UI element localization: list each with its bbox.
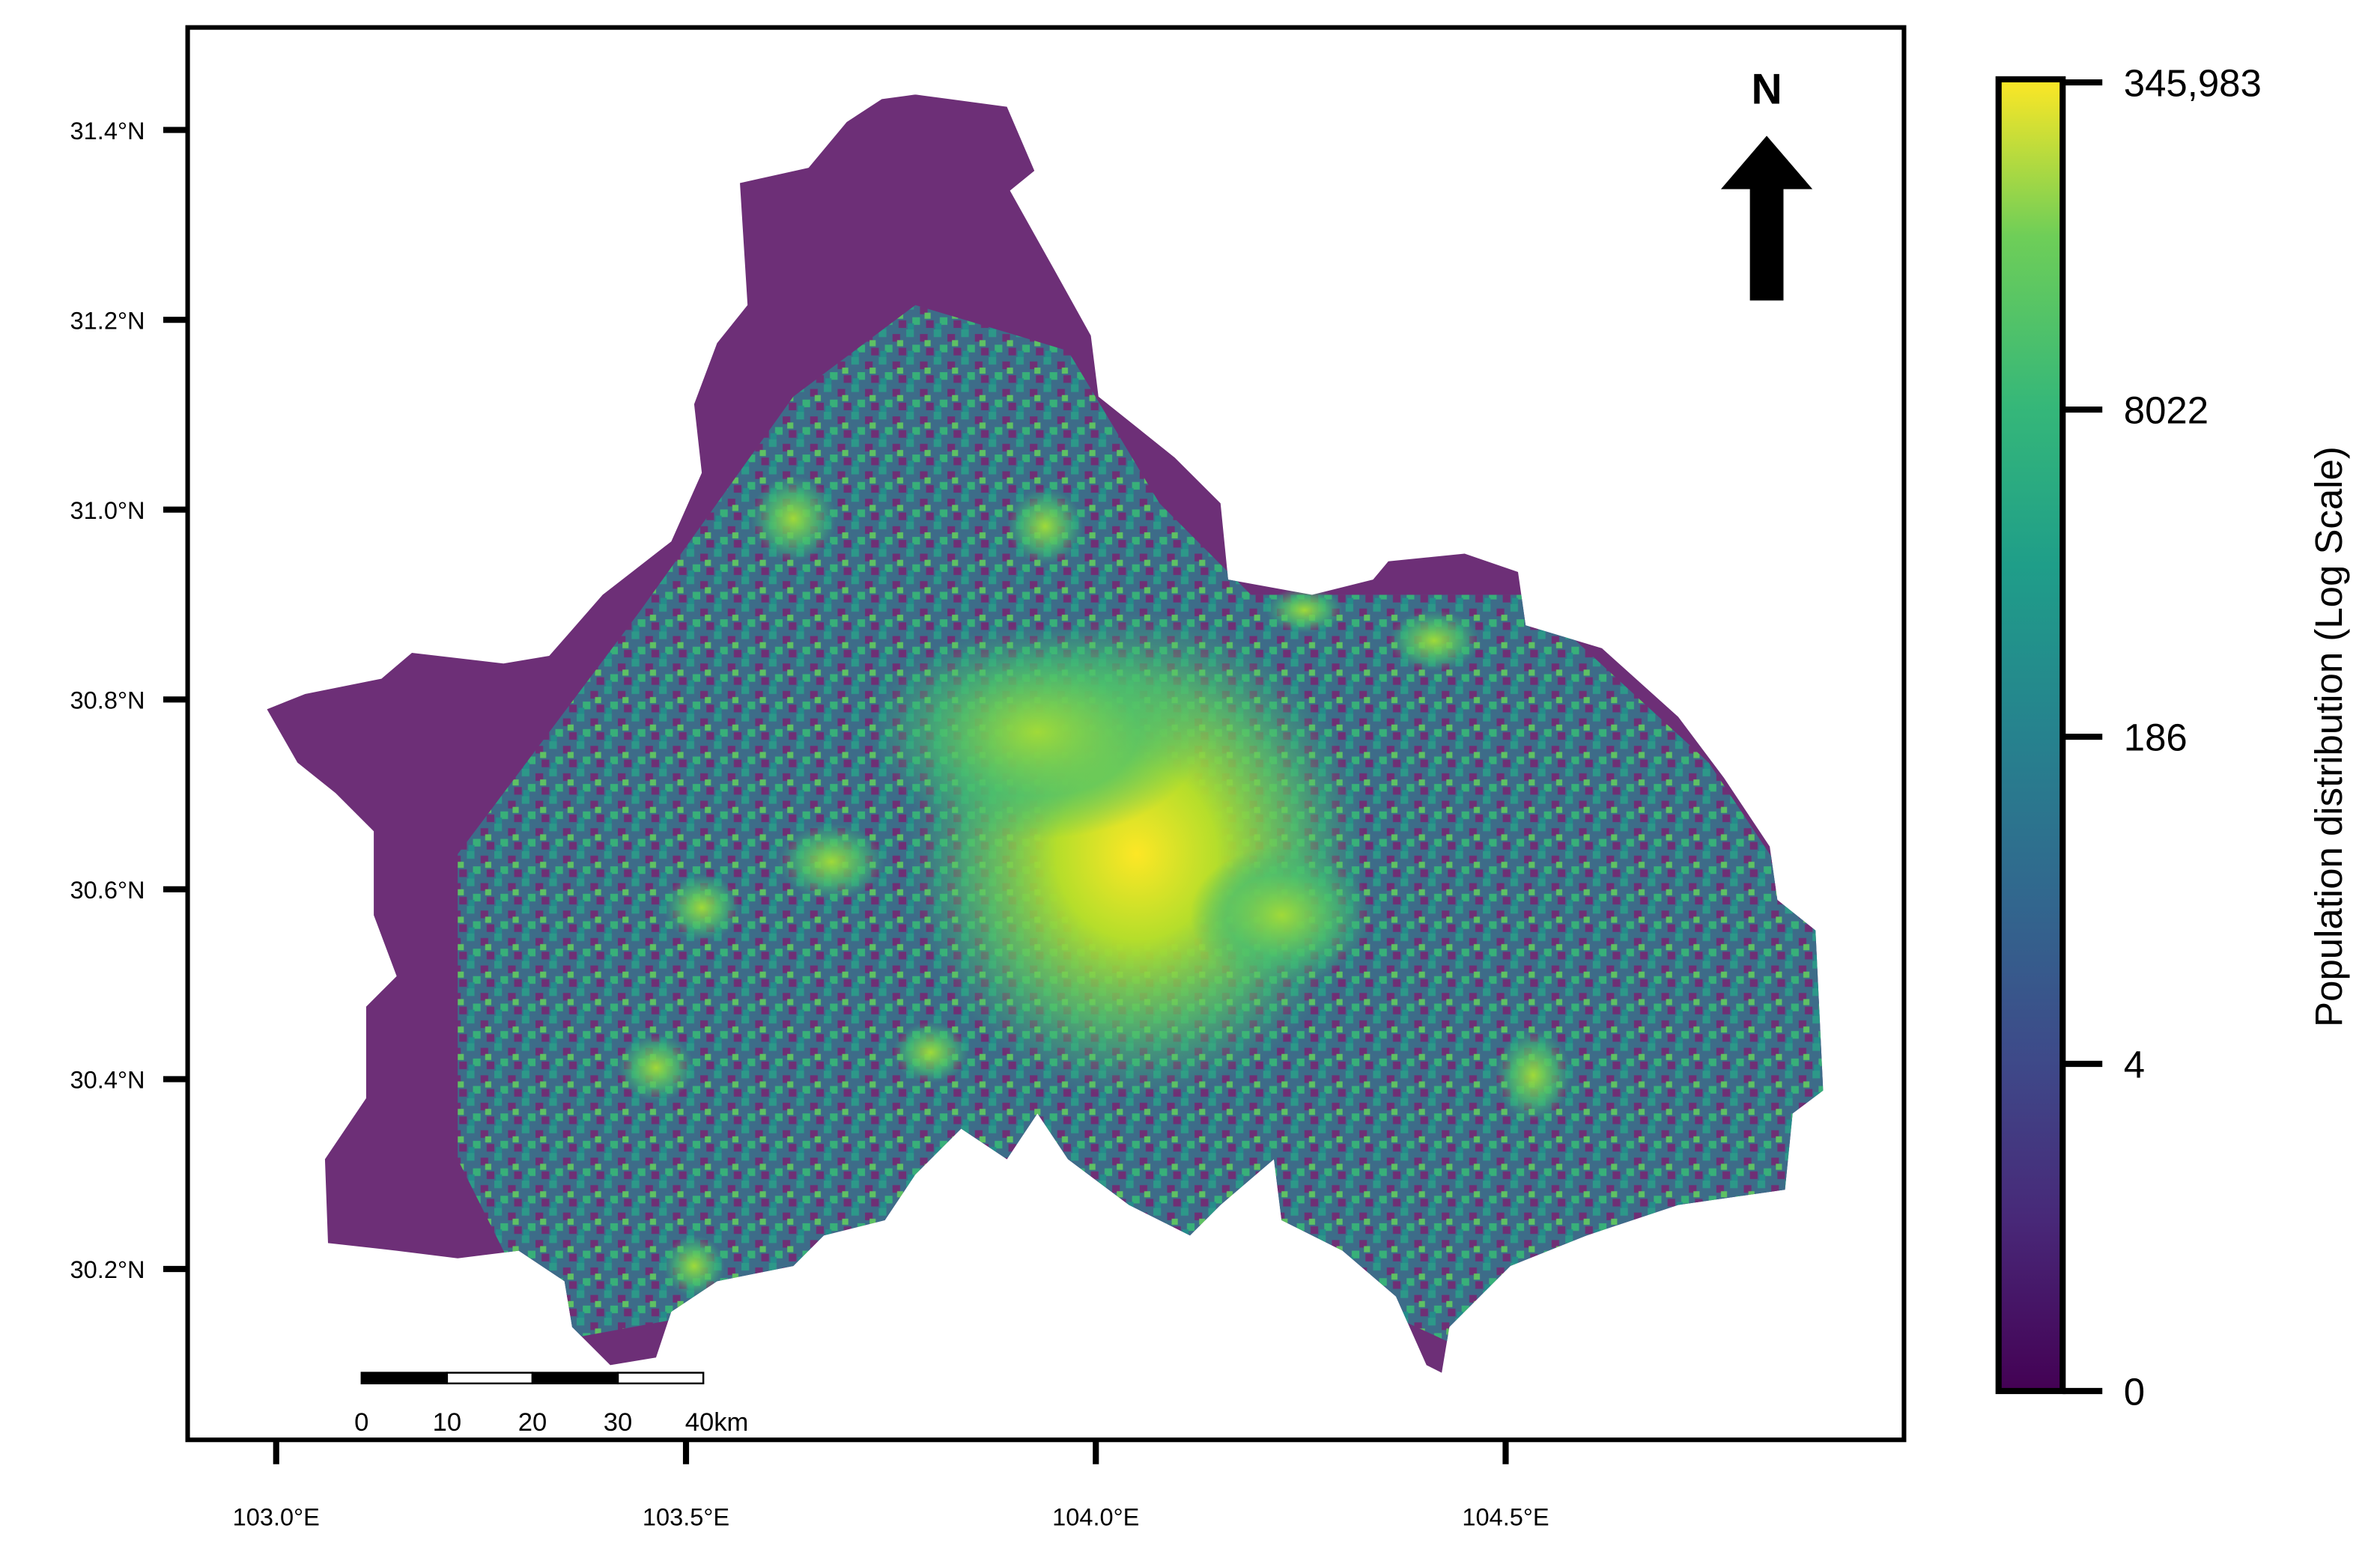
scale-label: 0 xyxy=(354,1408,368,1437)
scale-label: 10 xyxy=(433,1408,462,1437)
y-tick-label: 31.4°N xyxy=(70,117,145,144)
x-tick-label: 103.5°E xyxy=(643,1503,729,1530)
north-label: N xyxy=(1751,66,1782,114)
colorbar-title: Population distribution (Log Scale) xyxy=(2307,446,2350,1027)
scale-segment xyxy=(616,1372,705,1385)
y-tick-label: 31.2°N xyxy=(70,306,145,334)
scale-label: 40km xyxy=(685,1408,749,1437)
colorbar-tick-label: 4 xyxy=(2124,1043,2145,1086)
scale-segment xyxy=(531,1372,619,1385)
colorbar-tick-label: 8022 xyxy=(2124,389,2209,431)
y-tick-label: 31.0°N xyxy=(70,496,145,524)
x-tick-label: 103.0°E xyxy=(233,1503,320,1530)
colorbar-tick-label: 345,983 xyxy=(2124,61,2262,104)
y-tick-label: 30.6°N xyxy=(70,876,145,904)
y-tick-label: 30.4°N xyxy=(70,1066,145,1094)
colorbar xyxy=(1995,76,2066,1395)
colorbar-tick-label: 0 xyxy=(2124,1370,2145,1413)
map-frame xyxy=(185,25,1907,1443)
x-tick-label: 104.0°E xyxy=(1052,1503,1139,1530)
x-tick-label: 104.5°E xyxy=(1462,1503,1549,1530)
colorbar-tick-label: 186 xyxy=(2124,716,2188,758)
y-tick-label: 30.8°N xyxy=(70,687,145,714)
scale-segment xyxy=(360,1372,449,1385)
north-arrow xyxy=(1720,136,1813,301)
scale-label: 30 xyxy=(604,1408,633,1437)
y-tick-label: 30.2°N xyxy=(70,1256,145,1283)
scale-label: 20 xyxy=(518,1408,547,1437)
scale-segment xyxy=(446,1372,534,1385)
